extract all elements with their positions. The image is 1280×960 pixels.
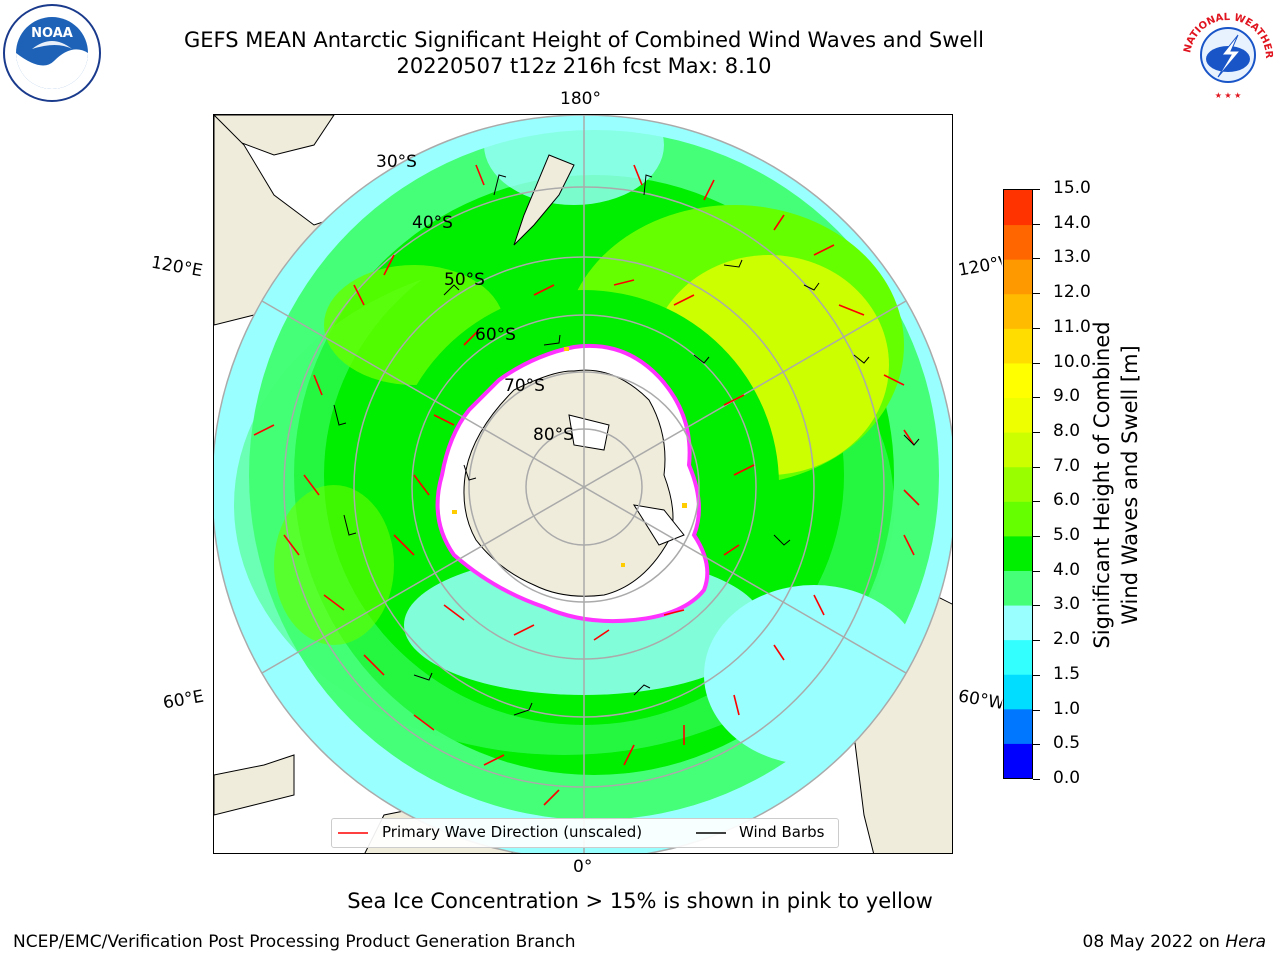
colorbar-tick-mark [1033, 779, 1040, 780]
colorbar-tick-label: 9.0 [1053, 386, 1081, 407]
noaa-logo-text: NOAA [31, 26, 73, 41]
lat-label-80: 80°S [533, 425, 574, 445]
legend-wind-barbs: Wind Barbs [739, 823, 825, 841]
colorbar-tick-mark [1033, 189, 1040, 190]
colorbar-tick-label: 11.0 [1053, 316, 1091, 337]
colorbar-tick-mark [1033, 536, 1040, 538]
colorbar-tick-mark [1033, 258, 1040, 260]
colorbar-segment [1004, 397, 1032, 433]
colorbar-tick-label: 10.0 [1053, 351, 1091, 372]
colorbar-segment [1004, 259, 1032, 295]
lat-label-60: 60°S [475, 325, 516, 345]
colorbar-tick-label: 4.0 [1053, 559, 1081, 580]
primary-wave-swatch [338, 832, 368, 834]
colorbar-segment [1004, 605, 1032, 641]
colorbar [1003, 189, 1033, 779]
colorbar-tick-mark [1033, 466, 1040, 468]
graticule [214, 115, 952, 853]
lat-label-30: 30°S [376, 152, 417, 172]
colorbar-tick-label: 12.0 [1053, 282, 1091, 303]
colorbar-segment [1004, 639, 1032, 675]
noaa-logo: NOAA [3, 4, 101, 102]
colorbar-segment [1004, 570, 1032, 606]
colorbar-tick-mark [1033, 605, 1040, 607]
lon-label-right-upper: 120°W [956, 253, 1004, 281]
colorbar-tick-label: 3.0 [1053, 594, 1081, 615]
colorbar-segment [1004, 535, 1032, 571]
lon-label-left-upper: 120°E [149, 252, 205, 282]
colorbar-tick-mark [1033, 362, 1040, 364]
colorbar-segment [1004, 743, 1032, 778]
colorbar-segment [1004, 224, 1032, 260]
colorbar-tick-mark [1033, 327, 1040, 329]
colorbar-label: Significant Height of Combined Wind Wave… [1090, 321, 1142, 649]
sea-ice-note: Sea Ice Concentration > 15% is shown in … [347, 889, 933, 913]
map-legend: Primary Wave Direction (unscaled) Wind B… [331, 818, 839, 848]
lon-label-right-lower: 60°W [956, 686, 1004, 714]
colorbar-segment [1004, 432, 1032, 468]
sea-ice-edge [452, 347, 687, 567]
lat-label-70: 70°S [504, 376, 545, 396]
colorbar-tick-label: 0.0 [1053, 768, 1081, 788]
nws-logo: NATIONAL WEATHER SERVICE ★ ★ ★ [1178, 3, 1276, 101]
lon-label-left-lower: 60°E [161, 686, 206, 714]
colorbar-tick-label: 15.0 [1053, 178, 1091, 198]
colorbar-tick-label: 1.0 [1053, 698, 1081, 719]
colorbar-tick-label: 5.0 [1053, 525, 1081, 546]
colorbar-tick-mark [1033, 223, 1040, 225]
colorbar-segment [1004, 293, 1032, 329]
colorbar-tick-mark [1033, 397, 1040, 399]
colorbar-segment [1004, 362, 1032, 399]
colorbar-tick-mark [1033, 674, 1040, 676]
wind-barbs [333, 174, 920, 716]
colorbar-tick-label: 0.5 [1053, 733, 1081, 754]
footer-credit: NCEP/EMC/Verification Post Processing Pr… [13, 932, 576, 952]
colorbar-tick-mark [1033, 744, 1040, 746]
colorbar-segment [1004, 190, 1032, 226]
lat-label-40: 40°S [412, 213, 453, 233]
colorbar-tick-label: 8.0 [1053, 420, 1081, 441]
colorbar-tick-label: 1.5 [1053, 663, 1081, 684]
footer-host: Hera [1225, 932, 1266, 952]
title-line-1: GEFS MEAN Antarctic Significant Height o… [183, 28, 985, 52]
colorbar-tick-label: 7.0 [1053, 455, 1081, 476]
wave-direction-arrows [253, 164, 920, 806]
colorbar-tick-label: 14.0 [1053, 212, 1091, 233]
colorbar-tick-label: 6.0 [1053, 490, 1081, 511]
colorbar-tick-mark [1033, 570, 1040, 572]
colorbar-tick-label: 2.0 [1053, 629, 1081, 650]
map-frame [213, 114, 953, 854]
legend-primary-wave: Primary Wave Direction (unscaled) [382, 823, 643, 841]
colorbar-segment [1004, 466, 1032, 502]
antarctic-map [214, 115, 952, 853]
lon-label-bottom: 0° [573, 857, 593, 877]
svg-text:★ ★ ★: ★ ★ ★ [1215, 91, 1242, 100]
footer-date: 08 May 2022 on Hera [1082, 932, 1267, 952]
colorbar-tick-mark [1033, 640, 1040, 642]
colorbar-tick-mark [1033, 709, 1040, 711]
colorbar-tick-mark [1033, 293, 1040, 295]
colorbar-segment [1004, 674, 1032, 710]
colorbar-tick-mark [1033, 431, 1040, 433]
colorbar-tick-label: 13.0 [1053, 247, 1091, 268]
lon-label-top: 180° [560, 89, 601, 109]
wind-barb-swatch [696, 832, 726, 834]
title-line-2: 20220507 t12z 216h fcst Max: 8.10 [396, 54, 772, 78]
colorbar-segment [1004, 501, 1032, 537]
lat-label-50: 50°S [444, 270, 485, 290]
colorbar-segment [1004, 708, 1032, 744]
colorbar-segment [1004, 328, 1032, 364]
colorbar-tick-mark [1033, 501, 1040, 503]
